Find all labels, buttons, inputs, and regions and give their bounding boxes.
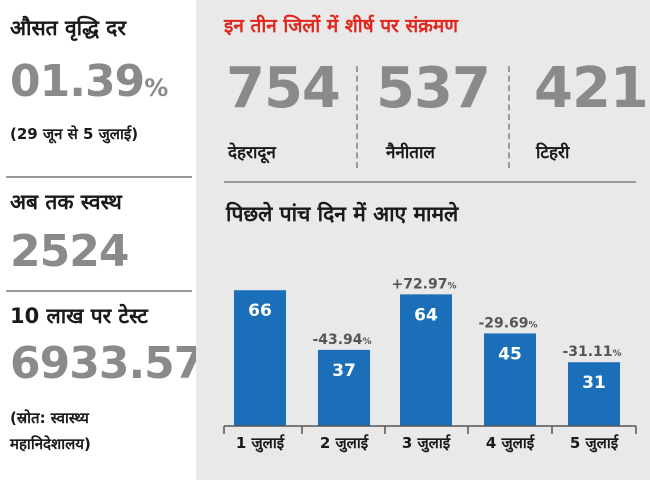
divider — [6, 176, 192, 178]
chart-title: पिछले पांच दिन में आए मामले — [226, 202, 459, 226]
district-separator — [508, 66, 510, 168]
change-unit: % — [363, 337, 372, 347]
district-value: 421 — [534, 56, 649, 121]
growth-rate-number: 01.39 — [10, 56, 145, 107]
change-unit: % — [613, 349, 622, 359]
tests-per-million-value: 6933.57 — [10, 338, 204, 389]
bar — [318, 349, 370, 426]
change-label: -43.94% — [312, 332, 371, 348]
growth-rate-value: 01.39% — [10, 56, 168, 107]
tests-per-million-label: 10 लाख पर टेस्ट — [10, 304, 148, 328]
district-separator — [356, 66, 358, 168]
x-tick-label: 4 जुलाई — [486, 434, 535, 453]
district-name: नैनीताल — [386, 143, 435, 163]
growth-rate-label: औसत वृद्धि दर — [10, 16, 126, 40]
change-label: -29.69% — [478, 315, 537, 331]
bar-chart: 66 1 जुलाई 37 -43.94% 2 जुलाई 64 +72.97% 3 जुला… — [223, 276, 637, 453]
district-name: टिहरी — [536, 143, 570, 163]
bar-value-label: 45 — [498, 344, 522, 364]
bar-value-label: 37 — [332, 361, 356, 381]
change-label: -31.11% — [562, 344, 621, 360]
x-tick-label: 3 जुलाई — [402, 434, 451, 453]
growth-period-note: (29 जून से 5 जुलाई) — [10, 125, 139, 143]
bar — [234, 290, 286, 426]
bar — [568, 362, 620, 426]
source-note-line1: (स्रोत: स्वास्थ्य — [10, 409, 89, 427]
bar — [400, 294, 452, 426]
right-panel: इन तीन जिलों में शीर्ष पर संक्रमण 754 दे… — [196, 0, 650, 480]
x-tick-label: 2 जुलाई — [320, 434, 369, 453]
bar-value-label: 31 — [582, 373, 606, 393]
recovered-value: 2524 — [10, 226, 129, 277]
recovered-label: अब तक स्वस्थ — [10, 190, 122, 214]
bar — [484, 333, 536, 426]
district-name: देहरादून — [228, 143, 276, 163]
growth-rate-unit: % — [144, 74, 168, 102]
change-unit: % — [529, 320, 538, 330]
x-tick-label: 5 जुलाई — [570, 434, 619, 453]
source-note-line2: महानिदेशालय) — [10, 435, 91, 453]
districts-title: इन तीन जिलों में शीर्ष पर संक्रमण — [224, 15, 458, 37]
left-stats-panel: औसत वृद्धि दर 01.39% (29 जून से 5 जुलाई)… — [0, 0, 204, 480]
bar-value-label: 66 — [248, 301, 272, 321]
change-label: +72.97% — [391, 276, 456, 292]
district-value: 754 — [226, 56, 341, 121]
x-tick-label: 1 जुलाई — [236, 434, 285, 453]
bar-value-label: 64 — [414, 305, 438, 325]
divider — [6, 290, 192, 292]
section-divider — [224, 181, 636, 183]
change-unit: % — [447, 281, 456, 291]
district-value: 537 — [376, 56, 491, 121]
